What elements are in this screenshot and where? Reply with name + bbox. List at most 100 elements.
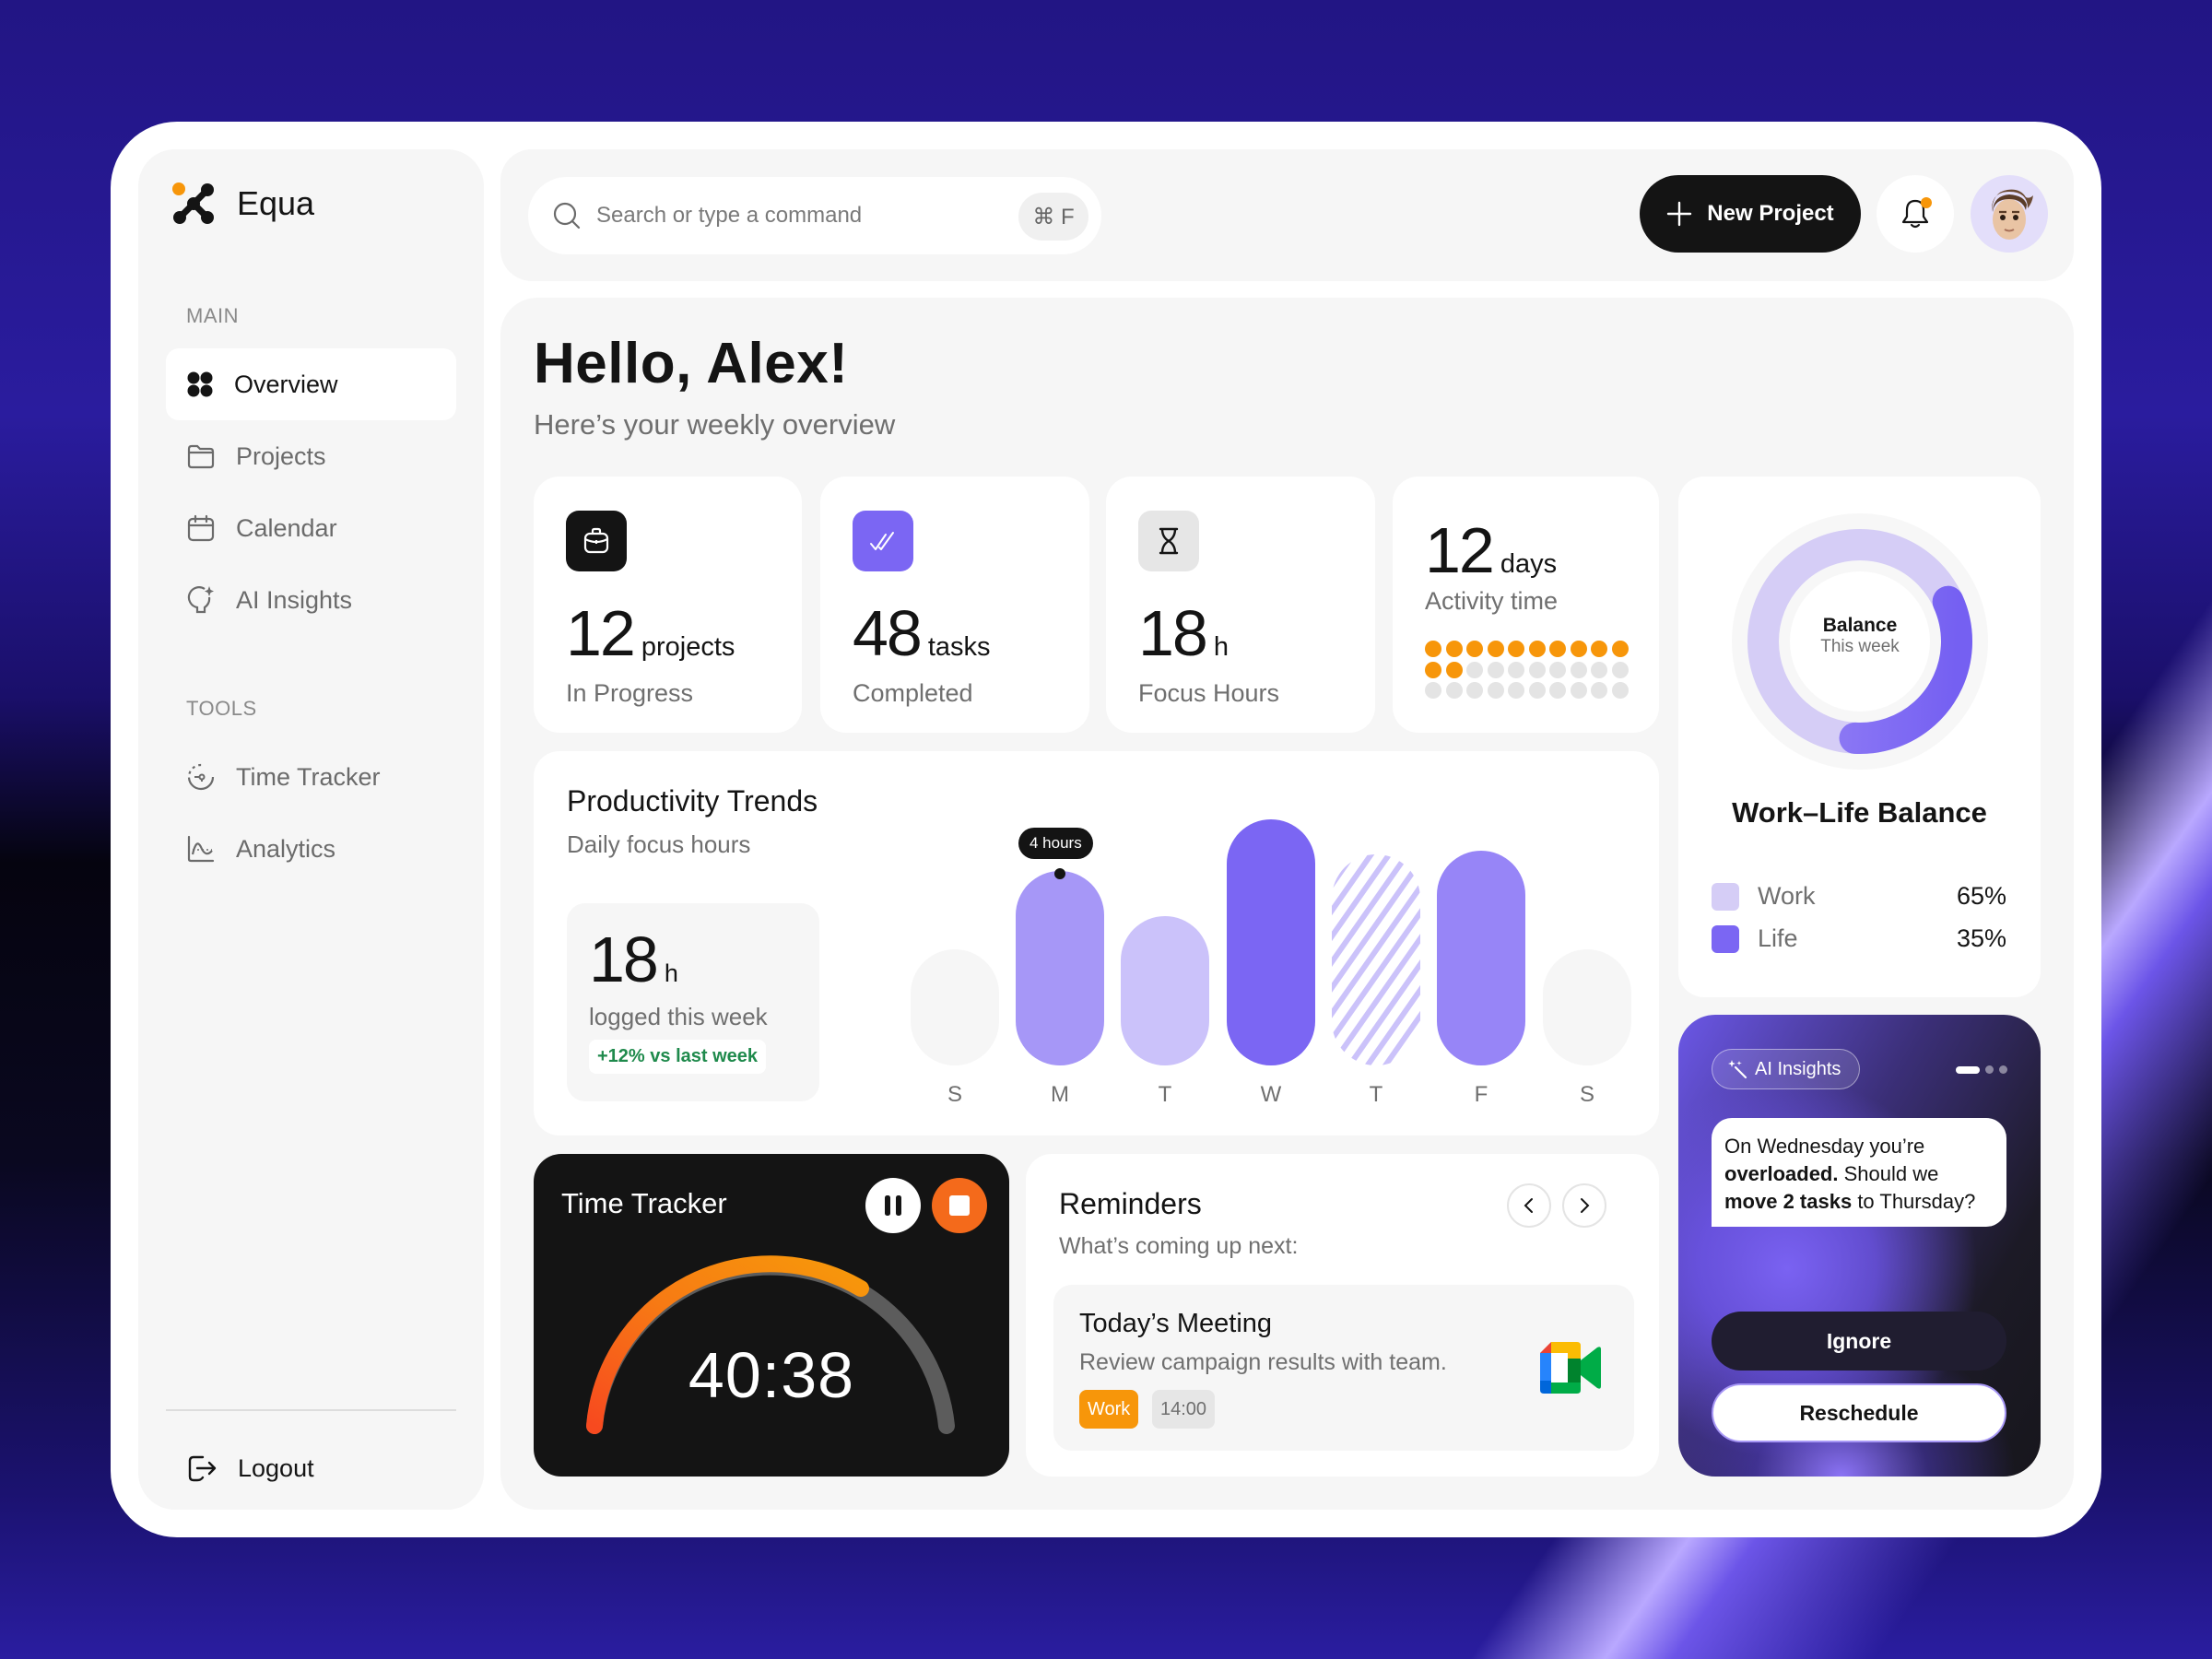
search-icon	[553, 202, 581, 229]
legend-work: Work 65%	[1712, 882, 2006, 911]
pager-dot[interactable]	[1985, 1065, 1994, 1074]
sidebar-item-analytics[interactable]: Analytics	[166, 813, 456, 885]
activity-dot-empty	[1466, 661, 1483, 678]
bar-thu[interactable]	[1332, 854, 1420, 1065]
pause-button[interactable]	[865, 1178, 921, 1233]
tracker-title: Time Tracker	[561, 1187, 727, 1219]
activity-dot-empty	[1549, 661, 1566, 678]
ai-insights-pill[interactable]: AI Insights	[1712, 1049, 1861, 1089]
page-subtitle: Here’s your weekly overview	[534, 408, 896, 441]
stat-card-focus[interactable]: 18 h Focus Hours	[1106, 477, 1375, 733]
logout-button[interactable]: Logout	[166, 1432, 456, 1504]
bar-tooltip: 4 hours	[1018, 828, 1093, 859]
stat-card-projects[interactable]: 12 projects In Progress	[534, 477, 802, 733]
top-bar: ⌘ F New Project	[500, 149, 2074, 281]
sidebar-item-label: Time Tracker	[236, 762, 381, 791]
magic-wand-icon	[1728, 1060, 1747, 1079]
activity-dot-filled	[1611, 641, 1629, 657]
stat-card-tasks[interactable]: 48 tasks Completed	[820, 477, 1089, 733]
chevron-right-icon	[1581, 1198, 1590, 1213]
activity-dot-empty	[1425, 682, 1441, 699]
timer-display: 40:38	[688, 1339, 855, 1411]
ai-pill-label: AI Insights	[1755, 1058, 1841, 1079]
activity-dot-empty	[1528, 661, 1546, 678]
next-reminder-button[interactable]	[1562, 1183, 1606, 1228]
activity-dot-empty	[1445, 682, 1463, 699]
activity-dot-filled	[1425, 661, 1441, 678]
sidebar-item-ai-insights[interactable]: AI Insights	[166, 564, 456, 636]
sidebar-item-label: Overview	[234, 370, 338, 398]
activity-dot-filled	[1591, 641, 1607, 657]
activity-dot-empty	[1611, 682, 1629, 699]
notifications-button[interactable]	[1877, 175, 1954, 253]
sidebar-item-label: AI Insights	[236, 585, 353, 614]
activity-dot-empty	[1591, 682, 1607, 699]
lightbulb-sparkle-icon	[187, 586, 214, 614]
sidebar-item-overview[interactable]: Overview	[166, 348, 456, 420]
day-label: T	[1158, 1082, 1172, 1107]
pager-dot-active[interactable]	[1956, 1065, 1980, 1074]
activity-dot-filled	[1570, 641, 1587, 657]
sidebar-item-projects[interactable]: Projects	[166, 420, 456, 492]
day-label: T	[1369, 1082, 1383, 1107]
stat-label: Activity time	[1425, 587, 1559, 615]
sidebar-divider	[166, 1409, 456, 1411]
search-bar[interactable]: ⌘ F	[528, 177, 1101, 254]
new-project-label: New Project	[1707, 201, 1834, 226]
bar-sat[interactable]	[1543, 949, 1631, 1065]
bar-fri[interactable]	[1437, 851, 1525, 1065]
bar-chart: 4 hours S M T W T F S	[911, 751, 1631, 1135]
reschedule-button[interactable]: Reschedule	[1712, 1383, 2006, 1442]
legend-life: Life 35%	[1712, 924, 2006, 953]
stat-value: 48	[853, 597, 923, 669]
logo[interactable]: Equa	[171, 181, 314, 227]
user-avatar[interactable]	[1971, 175, 2048, 253]
section-label-tools: TOOLS	[186, 697, 257, 720]
activity-dot-empty	[1466, 682, 1483, 699]
summary-value: 18	[589, 924, 659, 995]
bar-mon[interactable]	[1016, 871, 1104, 1065]
stat-label: Completed	[853, 679, 973, 707]
chevron-left-icon	[1524, 1198, 1533, 1213]
work-life-balance-card: Balance This week Work–Life Balance Work…	[1678, 477, 2041, 997]
activity-dot-empty	[1611, 661, 1629, 678]
day-label: F	[1474, 1082, 1488, 1107]
plus-icon	[1667, 201, 1692, 227]
stop-button[interactable]	[932, 1178, 987, 1233]
tooltip-anchor-dot	[1054, 868, 1065, 879]
shortcut-badge: ⌘ F	[1018, 193, 1088, 241]
google-meet-icon	[1540, 1342, 1601, 1394]
stat-value: 12	[566, 597, 636, 669]
reminder-item[interactable]: Today’s Meeting Review campaign results …	[1053, 1285, 1634, 1451]
stat-unit: days	[1500, 549, 1558, 579]
activity-dot-empty	[1549, 682, 1566, 699]
pager-dot[interactable]	[1999, 1065, 2007, 1074]
activity-dot-filled	[1528, 641, 1546, 657]
activity-dot-filled	[1445, 641, 1463, 657]
sidebar-item-calendar[interactable]: Calendar	[166, 492, 456, 564]
hourglass-icon	[1138, 511, 1199, 571]
avatar-memoji-icon	[1991, 189, 2033, 240]
grid-icon	[187, 371, 213, 397]
carousel-pager[interactable]	[1956, 1065, 2007, 1074]
timer-icon	[187, 763, 215, 791]
stat-unit: h	[1213, 632, 1230, 662]
day-label: M	[1051, 1082, 1069, 1107]
balance-title: Work–Life Balance	[1732, 796, 1987, 829]
sidebar-item-label: Calendar	[236, 513, 337, 542]
sidebar-item-time-tracker[interactable]: Time Tracker	[166, 741, 456, 813]
search-input[interactable]	[596, 203, 1002, 229]
new-project-button[interactable]: New Project	[1640, 175, 1861, 253]
day-label: S	[1579, 1082, 1594, 1107]
activity-dot-empty	[1508, 661, 1524, 678]
bar-sun[interactable]	[911, 949, 999, 1065]
ignore-button[interactable]: Ignore	[1712, 1312, 2006, 1371]
summary-label: logged this week	[589, 1003, 768, 1030]
reminders-title: Reminders	[1059, 1187, 1202, 1220]
stat-card-activity[interactable]: 12 days Activity time	[1393, 477, 1659, 733]
bar-wed[interactable]	[1227, 819, 1315, 1065]
bar-tue[interactable]	[1121, 916, 1209, 1065]
prev-reminder-button[interactable]	[1507, 1183, 1551, 1228]
activity-dot-filled	[1487, 641, 1504, 657]
stat-value: 12	[1425, 514, 1495, 586]
